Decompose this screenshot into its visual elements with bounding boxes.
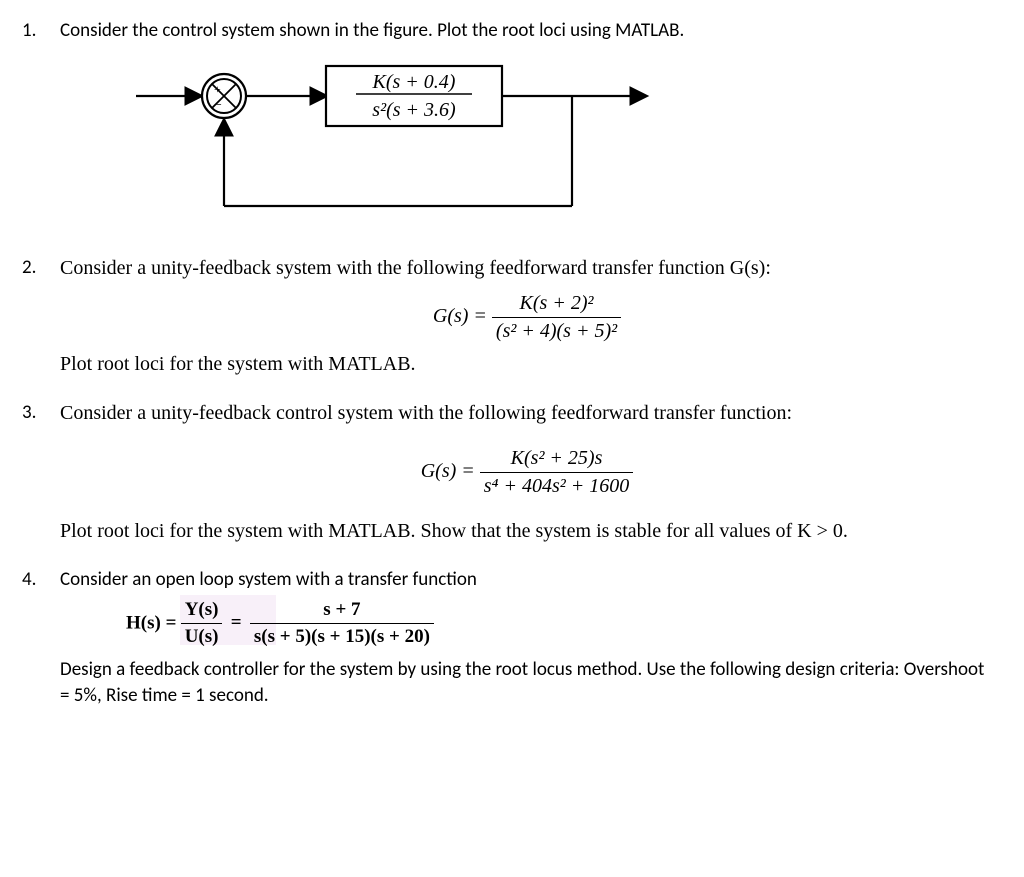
problem-text: Consider the control system shown in the… <box>60 18 994 44</box>
problem-lead: Consider an open loop system with a tran… <box>60 567 994 593</box>
block-diagram: + − K(s + 0.4) s²(s + 3.6) <box>116 56 994 234</box>
equation: H(s) = Y(s) U(s) = s + 7 s(s + 5)(s + 15… <box>126 597 994 649</box>
eq-lhs: G(s) = <box>421 460 475 482</box>
eq-denominator: s⁴ + 404s² + 1600 <box>480 473 634 500</box>
frac2-den: s(s + 5)(s + 15)(s + 20) <box>250 624 434 650</box>
equation: G(s) = K(s² + 25)s s⁴ + 404s² + 1600 <box>60 445 994 500</box>
eq-numerator: K(s² + 25)s <box>480 445 634 473</box>
problem-number: 1. <box>22 18 36 44</box>
equation: G(s) = K(s + 2)² (s² + 4)(s + 5)² <box>60 290 994 345</box>
problem-4: 4. Consider an open loop system with a t… <box>22 567 994 708</box>
problem-number: 4. <box>22 567 36 593</box>
tf-numerator: K(s + 0.4) <box>372 71 456 93</box>
eq-lhs: G(s) = <box>433 305 487 327</box>
equals: = <box>231 612 242 633</box>
eq-lhs: H(s) = <box>126 612 176 633</box>
frac1-num: Y(s) <box>181 597 223 624</box>
problem-trail: Design a feedback controller for the sys… <box>60 657 994 708</box>
tf-denominator: s²(s + 3.6) <box>372 99 456 121</box>
frac1-den: U(s) <box>181 624 223 650</box>
problem-number: 2. <box>22 255 36 281</box>
lead-text: Consider a unity-feedback system with th… <box>60 257 771 279</box>
minus-label: − <box>214 98 222 113</box>
problem-1: 1. Consider the control system shown in … <box>22 18 994 233</box>
problem-number: 3. <box>22 400 36 426</box>
trail-text: Plot root loci for the system with MATLA… <box>60 520 848 542</box>
problem-lead: Consider a unity-feedback system with th… <box>60 255 994 282</box>
problem-trail: Plot root loci for the system with MATLA… <box>60 518 994 545</box>
eq-denominator: (s² + 4)(s + 5)² <box>492 318 621 345</box>
problem-trail: Plot root loci for the system with MATLA… <box>60 351 994 378</box>
eq-numerator: K(s + 2)² <box>492 290 621 318</box>
plus-label: + <box>214 82 221 96</box>
problem-3: 3. Consider a unity-feedback control sys… <box>22 400 994 545</box>
problem-lead: Consider a unity-feedback control system… <box>60 400 994 427</box>
frac2-num: s + 7 <box>250 597 434 624</box>
problem-2: 2. Consider a unity-feedback system with… <box>22 255 994 378</box>
